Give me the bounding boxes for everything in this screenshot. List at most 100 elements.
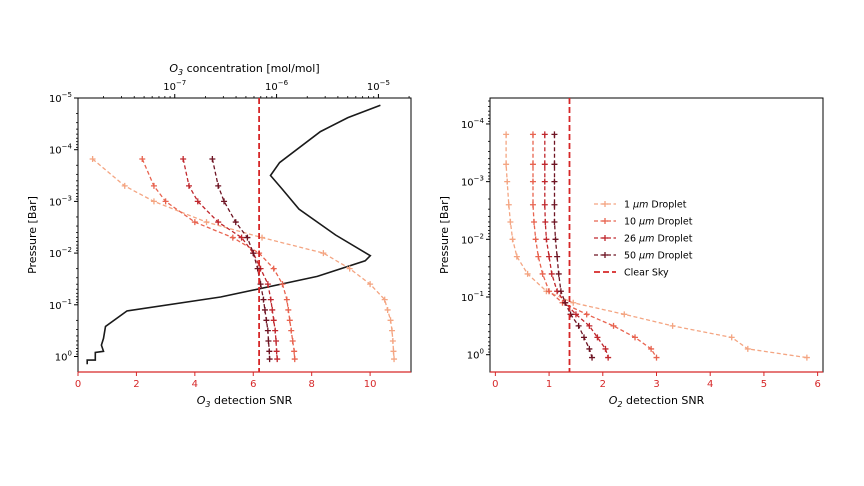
series-point bbox=[529, 161, 536, 168]
series-point bbox=[551, 178, 558, 185]
y-tick-label: 100 bbox=[467, 348, 484, 362]
series-point bbox=[524, 270, 531, 277]
series-point bbox=[543, 236, 550, 243]
series-point bbox=[229, 234, 236, 241]
series-point bbox=[162, 198, 169, 205]
series-point bbox=[273, 337, 280, 344]
series-point bbox=[551, 161, 558, 168]
legend-label: 10 µm Droplet bbox=[624, 217, 693, 228]
series-point bbox=[602, 345, 609, 352]
series-point bbox=[150, 182, 157, 189]
y-tick-label: 100 bbox=[55, 349, 72, 363]
series-point bbox=[232, 219, 239, 226]
series-point bbox=[89, 156, 96, 163]
series-point bbox=[551, 219, 558, 226]
y-tick-label: 10−4 bbox=[461, 117, 485, 131]
series-point bbox=[381, 296, 388, 303]
series-point bbox=[744, 345, 751, 352]
series-point bbox=[557, 288, 564, 295]
series-point bbox=[250, 250, 257, 257]
legend-label: Clear Sky bbox=[624, 268, 669, 279]
series-line bbox=[182, 158, 278, 360]
series-point bbox=[274, 356, 281, 363]
series-point bbox=[270, 265, 277, 272]
series-point bbox=[269, 306, 276, 313]
series-point bbox=[567, 311, 574, 318]
series-point bbox=[541, 161, 548, 168]
series-point bbox=[238, 234, 245, 241]
series-point bbox=[267, 296, 274, 303]
series-point bbox=[279, 281, 286, 288]
series-point bbox=[291, 356, 298, 363]
series-point bbox=[570, 299, 577, 306]
series-point bbox=[270, 317, 277, 324]
series-point bbox=[504, 178, 511, 185]
series-point bbox=[542, 219, 549, 226]
series-point bbox=[186, 182, 192, 189]
series-point bbox=[264, 281, 271, 288]
series-point bbox=[139, 156, 146, 163]
series-c10 bbox=[529, 131, 660, 361]
series-point bbox=[389, 327, 396, 334]
series-point bbox=[266, 356, 273, 363]
series-point bbox=[586, 345, 593, 352]
legend-marker bbox=[602, 201, 608, 207]
series-line bbox=[211, 158, 271, 360]
series-point bbox=[254, 265, 261, 272]
series-point bbox=[555, 270, 562, 277]
x-tick-label: 6 bbox=[814, 379, 820, 390]
series-line bbox=[92, 158, 395, 360]
y-tick-label: 10−1 bbox=[461, 290, 484, 304]
series-point bbox=[529, 178, 536, 185]
series-point bbox=[551, 201, 558, 208]
x-tick-label: 4 bbox=[707, 379, 713, 390]
plot-frame bbox=[77, 97, 412, 373]
series-point bbox=[265, 337, 272, 344]
series-point bbox=[575, 322, 582, 329]
o3-profile-line bbox=[86, 104, 381, 365]
series-point bbox=[150, 198, 157, 205]
series-point bbox=[384, 306, 391, 313]
series-point bbox=[572, 311, 579, 318]
x-tick-label: 1 bbox=[546, 379, 552, 390]
series-point bbox=[180, 156, 187, 163]
left-panel: 0 2 4 6 8 10 O3 detection SNR 100 10−1 10−2 10−3 10… bbox=[26, 62, 412, 409]
series-point bbox=[257, 281, 264, 288]
series-point bbox=[286, 317, 293, 324]
series-point bbox=[580, 334, 587, 341]
top-tick-label: 10−7 bbox=[163, 79, 186, 93]
x-tick-label: 6 bbox=[250, 379, 256, 390]
x-tick-label: 5 bbox=[761, 379, 767, 390]
series-c50 bbox=[209, 156, 273, 363]
series-point bbox=[532, 236, 539, 243]
series-point bbox=[728, 334, 735, 341]
right-panel: 0 1 2 3 4 5 6 O2 detection SNR 100 10−1 10−2 10−3 10… bbox=[438, 97, 824, 409]
series-point bbox=[541, 131, 548, 138]
series-line bbox=[505, 134, 807, 359]
series-point bbox=[503, 131, 510, 138]
series-c26 bbox=[180, 156, 281, 363]
series-point bbox=[554, 253, 561, 260]
series-point bbox=[367, 281, 374, 288]
series-point bbox=[346, 265, 353, 272]
y-tick-label: 10−4 bbox=[49, 143, 73, 157]
series-point bbox=[648, 345, 655, 352]
x-axis-label: O3 detection SNR bbox=[197, 394, 293, 409]
legend-marker bbox=[602, 235, 608, 241]
series-point bbox=[632, 334, 639, 341]
legend-label: 26 µm Droplet bbox=[624, 234, 693, 245]
series-point bbox=[546, 253, 553, 260]
series-point bbox=[503, 161, 510, 168]
series-point bbox=[507, 219, 514, 226]
series-point bbox=[264, 327, 271, 334]
x-tick-label: 8 bbox=[308, 379, 314, 390]
series-point bbox=[505, 201, 512, 208]
series-point bbox=[552, 236, 559, 243]
y-axis-label: Pressure [Bar] bbox=[438, 196, 451, 274]
series-line bbox=[141, 158, 296, 360]
legend-marker bbox=[602, 252, 608, 258]
x-tick-label: 0 bbox=[75, 379, 81, 390]
series-point bbox=[562, 299, 569, 306]
series-point bbox=[605, 354, 612, 361]
